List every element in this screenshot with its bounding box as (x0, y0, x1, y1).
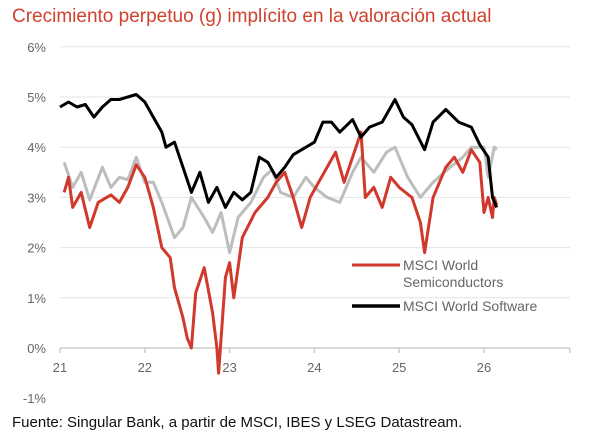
chart-title: Crecimiento perpetuo (g) implícito en la… (12, 6, 492, 27)
y-tick-label: 2% (27, 241, 46, 256)
series-line-semiconductors (62, 130, 499, 375)
series-line-unlabeled (62, 145, 498, 255)
y-tick-label: 1% (27, 291, 46, 306)
x-tick-label: 24 (307, 360, 321, 375)
y-tick-label: 3% (27, 190, 46, 205)
x-tick-label: 22 (138, 360, 152, 375)
x-tick-label: 23 (222, 360, 236, 375)
chart-source: Fuente: Singular Bank, a partir de MSCI,… (12, 414, 463, 431)
y-tick-label: 4% (27, 140, 46, 155)
y-tick-label: 5% (27, 90, 46, 105)
legend-label-semiconductors: MSCI World Semiconductors (403, 257, 503, 290)
x-tick-label: 25 (392, 360, 406, 375)
x-tick-label: 21 (53, 360, 67, 375)
x-tick-label: 26 (477, 360, 491, 375)
series-line-software (59, 93, 499, 209)
legend-label-software: MSCI World Software (403, 298, 538, 314)
y-tick-label: 0% (27, 341, 46, 356)
y-tick-label: 6% (27, 40, 46, 55)
y-tick-label: -1% (23, 391, 47, 406)
